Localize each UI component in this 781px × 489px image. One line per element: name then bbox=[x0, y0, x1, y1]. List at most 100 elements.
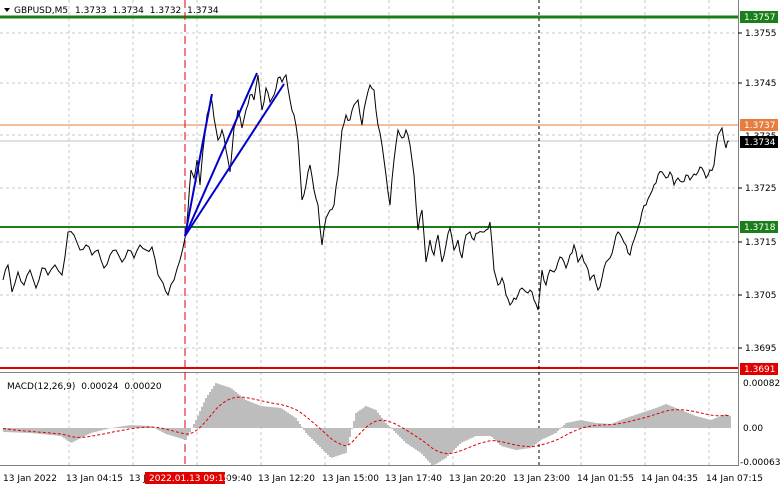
price-badges: 1.3757 1.3735 1.3737 1.3734 1.3718 1.369… bbox=[740, 11, 778, 375]
macd-bar bbox=[725, 414, 727, 428]
macd-bar bbox=[93, 428, 95, 433]
macd-bar bbox=[395, 428, 397, 433]
macd-bar bbox=[591, 422, 593, 428]
macd-bar bbox=[247, 400, 249, 428]
time-tick: 14 Jan 04:35 bbox=[641, 474, 698, 484]
macd-bar bbox=[119, 426, 121, 428]
macd-bar bbox=[35, 428, 37, 434]
macd-bar bbox=[375, 410, 377, 428]
macd-bar bbox=[501, 428, 503, 447]
dropdown-triangle-icon[interactable] bbox=[4, 8, 10, 12]
macd-bar bbox=[25, 428, 27, 433]
macd-bar bbox=[649, 410, 651, 428]
macd-bar bbox=[447, 428, 449, 456]
chart-grid bbox=[0, 0, 738, 466]
macd-bar bbox=[77, 428, 79, 440]
macd-bar bbox=[367, 406, 369, 428]
macd-bar bbox=[625, 418, 627, 428]
macd-bar bbox=[693, 415, 695, 428]
macd-bar bbox=[299, 424, 301, 428]
macd-bar bbox=[261, 406, 263, 428]
macd-bar bbox=[99, 428, 101, 431]
macd-bar bbox=[729, 416, 731, 428]
macd-bar bbox=[75, 428, 77, 441]
macd-bar bbox=[79, 428, 81, 439]
macd-bar bbox=[617, 421, 619, 428]
macd-bar bbox=[135, 425, 137, 428]
macd-bar bbox=[175, 428, 177, 437]
macd-bar bbox=[697, 416, 699, 428]
time-tick: 13 Jan 2022 bbox=[3, 474, 57, 484]
macd-bar bbox=[565, 423, 567, 428]
macd-bar bbox=[341, 428, 343, 455]
macd-bar bbox=[681, 410, 683, 428]
time-axis: 13 Jan 2022 13 Jan 04:15 13 Ja 09:40 13 … bbox=[3, 472, 763, 484]
macd-bar bbox=[465, 428, 467, 441]
macd-bar bbox=[399, 428, 401, 437]
macd-bar bbox=[391, 428, 393, 429]
macd-bar bbox=[631, 416, 633, 428]
macd-bar bbox=[515, 428, 517, 450]
macd-bar bbox=[265, 406, 267, 428]
macd-bar bbox=[401, 428, 403, 439]
macd-bar bbox=[497, 428, 499, 443]
macd-bar bbox=[567, 422, 569, 428]
macd-bar bbox=[659, 406, 661, 428]
time-tick: 13 Jan 20:20 bbox=[449, 474, 506, 484]
symbol-header[interactable]: GBPUSD,M5 1.3733 1.3734 1.3732 1.3734 bbox=[14, 6, 219, 16]
macd-bar bbox=[325, 428, 327, 453]
macd-bar bbox=[507, 428, 509, 448]
macd-bar bbox=[569, 422, 571, 428]
macd-bar bbox=[531, 428, 533, 448]
macd-bar bbox=[227, 387, 229, 428]
macd-bar bbox=[439, 428, 441, 462]
macd-bar bbox=[483, 428, 485, 436]
macd-bar bbox=[471, 428, 473, 438]
macd-bar bbox=[235, 392, 237, 428]
macd-bar bbox=[347, 428, 349, 445]
badge-orange bbox=[740, 119, 778, 131]
macd-bar bbox=[635, 414, 637, 428]
macd-bar bbox=[67, 428, 69, 441]
macd-bar bbox=[409, 428, 411, 446]
macd-bar bbox=[207, 395, 209, 428]
macd-bar bbox=[9, 428, 11, 433]
macd-bar bbox=[677, 408, 679, 428]
macd-bar bbox=[121, 426, 123, 428]
macd-bar bbox=[269, 406, 271, 428]
macd-bar bbox=[193, 424, 195, 428]
price-line bbox=[2, 73, 730, 311]
macd-bar bbox=[125, 425, 127, 428]
macd-bar bbox=[271, 407, 273, 428]
badge-mid-green bbox=[740, 221, 778, 233]
macd-bar bbox=[505, 428, 507, 448]
macd-bar bbox=[149, 425, 151, 428]
macd-bar bbox=[469, 428, 471, 439]
macd-bar bbox=[429, 428, 431, 463]
macd-bar bbox=[599, 423, 601, 428]
macd-bar bbox=[57, 428, 59, 436]
macd-bar bbox=[711, 419, 713, 428]
macd-bar bbox=[201, 406, 203, 428]
macd-bar bbox=[41, 428, 43, 435]
macd-bar bbox=[229, 387, 231, 428]
macd-bar bbox=[33, 428, 35, 434]
macd-bar bbox=[721, 415, 723, 428]
macd-bar bbox=[183, 428, 185, 440]
time-tick: 14 Jan 01:55 bbox=[577, 474, 634, 484]
macd-bar bbox=[485, 428, 487, 436]
macd-bar bbox=[511, 428, 513, 449]
macd-bar bbox=[241, 396, 243, 428]
macd-bar bbox=[433, 428, 435, 466]
macd-bar bbox=[533, 428, 535, 446]
macd-bar bbox=[319, 428, 321, 447]
time-tick: 13 Jan 12:20 bbox=[258, 474, 315, 484]
macd-bar bbox=[91, 428, 93, 433]
trend-fan[interactable] bbox=[184, 72, 285, 237]
macd-bar bbox=[709, 419, 711, 428]
macd-bar bbox=[417, 428, 419, 451]
macd-bar bbox=[165, 428, 167, 434]
macd-bar bbox=[717, 417, 719, 428]
macd-bar bbox=[127, 425, 129, 428]
